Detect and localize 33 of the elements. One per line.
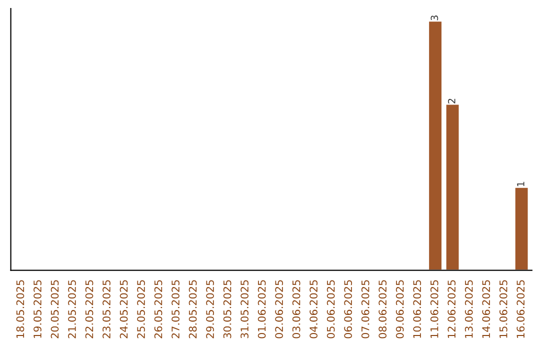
x-tick-label: 24.05.2025 xyxy=(120,280,128,338)
x-tick-label: 01.06.2025 xyxy=(258,280,266,338)
x-tick-label: 31.05.2025 xyxy=(240,280,248,338)
data-label: 2 xyxy=(448,98,456,104)
x-tick-label: 04.06.2025 xyxy=(310,280,318,338)
x-tick-label: 25.05.2025 xyxy=(137,280,145,338)
x-tick-label: 29.05.2025 xyxy=(206,280,214,338)
x-tick-label: 11.06.2025 xyxy=(430,280,438,338)
data-label: 1 xyxy=(517,182,524,186)
x-tick-label: 23.05.2025 xyxy=(102,280,110,338)
x-tick-label: 19.05.2025 xyxy=(34,280,42,338)
x-tick-label: 30.05.2025 xyxy=(223,280,232,338)
x-tick-label: 16.06.2025 xyxy=(516,280,525,338)
x-tick-label: 08.06.2025 xyxy=(378,280,387,338)
x-tick-label: 22.05.2025 xyxy=(85,280,94,338)
x-tick-label: 12.06.2025 xyxy=(448,280,456,338)
x-tick-label: 20.05.2025 xyxy=(50,280,59,338)
x-tick-label: 07.06.2025 xyxy=(361,280,370,338)
x-tick-label: 06.06.2025 xyxy=(344,280,352,338)
x-tick-label: 05.06.2025 xyxy=(326,280,335,338)
x-tick-label: 26.05.2025 xyxy=(154,280,162,338)
x-tick-label: 09.06.2025 xyxy=(396,280,404,338)
x-tick-label: 28.05.2025 xyxy=(188,280,197,338)
x-tick-label: 02.06.2025 xyxy=(275,280,283,338)
data-label: 3 xyxy=(430,16,438,20)
x-tick-label: 13.06.2025 xyxy=(464,280,473,338)
x-tick-label: 27.05.2025 xyxy=(172,280,180,338)
x-tick-label: 15.06.2025 xyxy=(499,280,508,338)
x-tick-label: 10.06.2025 xyxy=(413,280,422,338)
x-tick-label: 21.05.2025 xyxy=(68,280,76,338)
x-tick-label: 03.06.2025 xyxy=(292,280,300,338)
x-tick-label: 18.05.2025 xyxy=(16,280,24,338)
x-tick-label: 14.06.2025 xyxy=(482,280,490,338)
